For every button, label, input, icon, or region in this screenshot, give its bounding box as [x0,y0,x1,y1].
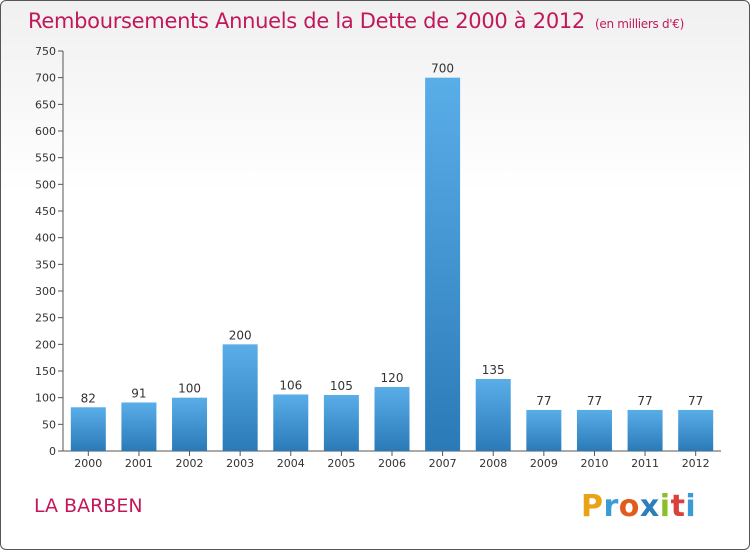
y-tick-label: 650 [35,98,56,111]
logo-letter: i [685,489,697,524]
chart-title-text: Remboursements Annuels de la Dette de 20… [28,9,585,33]
y-tick-label: 700 [35,72,56,85]
x-tick-label: 2007 [429,457,457,470]
data-label: 105 [330,379,353,393]
bar-2007 [425,77,461,452]
y-tick-label: 350 [35,258,56,271]
logo-letter: i [659,489,671,524]
bar-2011 [627,409,663,451]
bar-2002 [172,397,208,451]
y-tick-label: 0 [49,445,56,458]
x-tick-label: 2006 [378,457,406,470]
x-tick-label: 2011 [631,457,659,470]
chart-labels: 2000 82 2001 91 2002 100 2003 200 2004 106 2005 105… [74,62,709,470]
y-tick-label: 200 [35,338,56,351]
bar-2010 [576,409,612,451]
x-tick-label: 2001 [125,457,153,470]
chart-unit: (en milliers d'€) [595,17,685,31]
x-tick-label: 2002 [176,457,204,470]
bar-2000 [70,407,106,451]
logo-letter: x [639,489,660,524]
chart-title: Remboursements Annuels de la Dette de 20… [28,9,684,33]
data-label: 82 [81,391,96,405]
logo-letter: r [603,489,619,524]
y-tick-label: 100 [35,392,56,405]
y-tick-label: 550 [35,152,56,165]
x-tick-label: 2010 [580,457,608,470]
x-tick-label: 2009 [530,457,558,470]
bar-2003 [222,344,258,451]
y-tick-label: 300 [35,285,56,298]
x-tick-label: 2008 [479,457,507,470]
logo-letter: o [618,489,640,524]
data-label: 100 [178,382,201,396]
chart-axes: 0 50 100 150 200 250 300 350 400 450 500 550 600 650 7… [35,45,721,458]
y-tick-label: 400 [35,232,56,245]
y-tick-label: 150 [35,365,56,378]
y-tick-label: 750 [35,45,56,58]
logo-letter: t [670,489,686,524]
data-label: 77 [587,394,602,408]
data-label: 135 [482,363,505,377]
bar-2004 [273,394,309,451]
x-tick-label: 2004 [277,457,305,470]
y-tick-label: 500 [35,178,56,191]
data-label: 700 [431,62,454,76]
proxiti-logo: Proxiti [581,489,696,524]
bar-2012 [678,409,714,451]
y-tick-label: 450 [35,205,56,218]
bar-2009 [526,409,562,451]
data-label: 77 [536,394,551,408]
data-label: 91 [131,386,146,400]
data-label: 77 [637,394,652,408]
data-label: 120 [381,371,404,385]
data-label: 106 [279,378,302,392]
y-tick-label: 250 [35,312,56,325]
commune-name: LA BARBEN [34,495,143,517]
y-tick-label: 50 [42,418,56,431]
x-tick-label: 2005 [327,457,355,470]
bar-2006 [374,387,410,451]
data-label: 77 [688,394,703,408]
x-tick-label: 2000 [74,457,102,470]
chart-bars [70,77,714,452]
logo-letter: P [581,489,604,524]
x-tick-label: 2012 [682,457,710,470]
bar-2001 [121,402,157,451]
bar-2005 [323,395,359,451]
bar-2008 [475,379,511,451]
y-tick-label: 600 [35,125,56,138]
data-label: 200 [229,328,252,342]
x-tick-label: 2003 [226,457,254,470]
